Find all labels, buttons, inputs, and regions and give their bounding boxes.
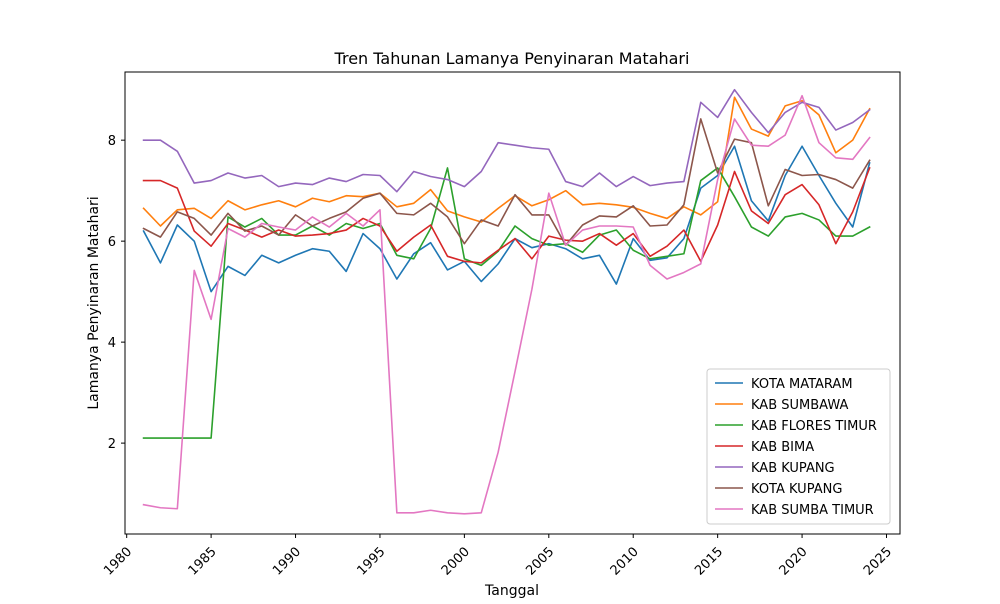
legend: KOTA MATARAM KAB SUMBAWA KAB FLORES TIMUR K… [706, 368, 891, 525]
x-axis: 1980 1985 1990 1995 2000 2005 2010 2015 2020 2025 [101, 534, 895, 579]
series-line-4 [142, 88, 871, 193]
series-line-3 [142, 166, 871, 264]
chart-title: Tren Tahunan Lamanya Penyinaran Matahari [334, 49, 690, 68]
series-line-6 [142, 94, 871, 515]
legend-label: KAB KUPANG [751, 461, 835, 476]
y-axis-label: Lamanya Penyinaran Matahari [86, 196, 102, 409]
x-tick-label: 2005 [523, 545, 557, 579]
series-layer [142, 88, 871, 515]
x-tick-label: 1995 [354, 545, 388, 579]
x-tick-label: 2010 [608, 545, 642, 579]
legend-label: KAB FLORES TIMUR [751, 419, 877, 434]
y-axis: 2 4 6 8 [108, 134, 125, 452]
x-tick-label: 2025 [861, 545, 895, 579]
y-tick-label: 2 [108, 437, 116, 452]
x-axis-label: Tanggal [484, 583, 539, 599]
series-line-0 [142, 145, 871, 293]
legend-label: KOTA KUPANG [751, 482, 842, 497]
x-tick-label: 2020 [777, 545, 811, 579]
x-tick-label: 1990 [270, 545, 304, 579]
series-line-5 [142, 118, 871, 246]
y-tick-label: 8 [108, 134, 116, 149]
legend-label: KAB SUMBAWA [751, 398, 848, 413]
x-tick-label: 1985 [186, 545, 220, 579]
x-tick-label: 2015 [692, 545, 726, 579]
plot-frame [124, 71, 901, 535]
x-tick-label: 1980 [101, 545, 135, 579]
legend-label: KAB BIMA [751, 440, 814, 455]
legend-label: KAB SUMBA TIMUR [751, 503, 874, 518]
series-line-2 [142, 167, 871, 439]
legend-label: KOTA MATARAM [751, 377, 853, 392]
legend-box [706, 368, 891, 525]
x-tick-label: 2000 [439, 545, 473, 579]
series-line-1 [142, 96, 871, 227]
y-tick-label: 6 [108, 235, 116, 250]
y-tick-label: 4 [108, 336, 116, 351]
